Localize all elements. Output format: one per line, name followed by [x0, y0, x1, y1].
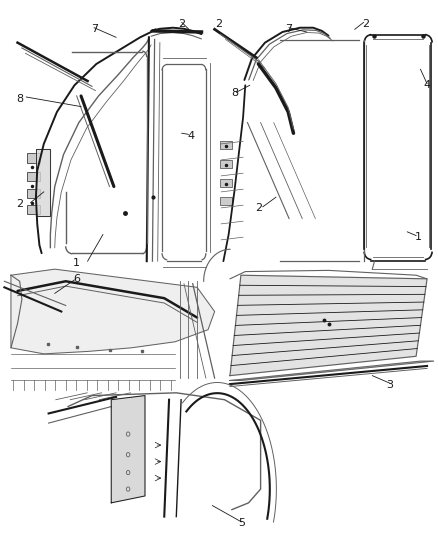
Bar: [27, 205, 40, 214]
Bar: [27, 172, 40, 181]
Text: 7: 7: [286, 25, 293, 34]
Text: 2: 2: [178, 19, 185, 29]
Polygon shape: [230, 361, 434, 381]
Bar: [220, 160, 232, 168]
Text: 2: 2: [215, 19, 223, 29]
Polygon shape: [230, 275, 427, 376]
Bar: [220, 197, 232, 205]
Polygon shape: [111, 395, 145, 503]
Text: 2: 2: [16, 199, 23, 208]
Text: 8: 8: [16, 94, 23, 103]
Text: 5: 5: [238, 519, 245, 528]
Text: 6: 6: [73, 274, 80, 284]
Text: 1: 1: [415, 232, 422, 242]
Bar: [27, 189, 40, 198]
Text: 2: 2: [255, 203, 262, 213]
Text: 7: 7: [91, 25, 98, 34]
Bar: [220, 179, 232, 187]
Bar: [220, 141, 232, 149]
Polygon shape: [36, 149, 50, 216]
Bar: [27, 153, 40, 163]
Text: 8: 8: [231, 88, 238, 98]
Text: 4: 4: [187, 131, 194, 141]
Polygon shape: [11, 269, 215, 354]
Text: 2: 2: [362, 19, 369, 29]
Text: 1: 1: [73, 259, 80, 268]
Text: 3: 3: [386, 381, 393, 390]
Text: 4: 4: [424, 80, 431, 90]
